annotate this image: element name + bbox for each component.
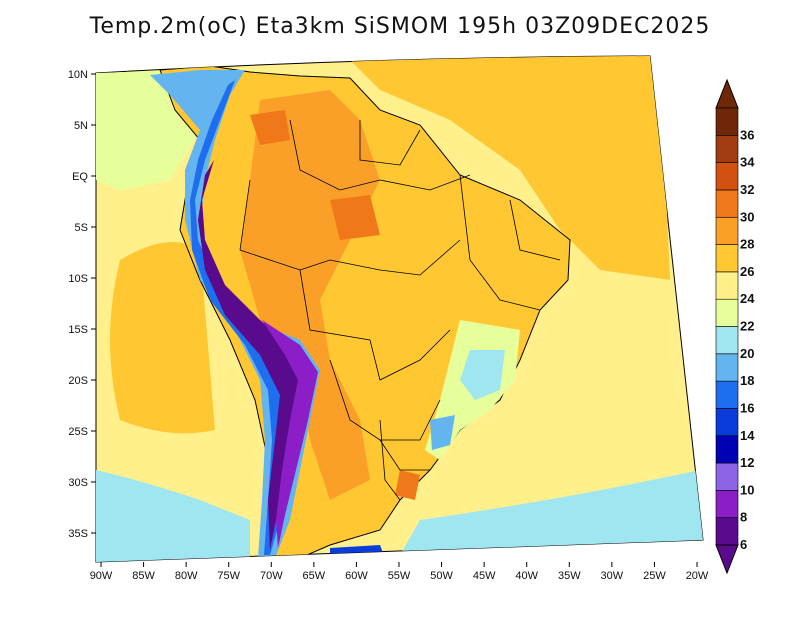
colorbar-segment: [715, 271, 739, 300]
lon-tick-label: 20W: [686, 570, 709, 582]
country-borders: [239, 119, 561, 501]
colorbar-label: 30: [740, 209, 754, 224]
lat-tick-label: 25S: [68, 426, 88, 438]
colorbar-arrow-top: [715, 78, 739, 109]
lon-tick-label: 65W: [303, 570, 326, 582]
lon-tick-label: 30W: [601, 570, 624, 582]
lat-tick-label: 35S: [68, 528, 88, 540]
colorbar-label: 36: [740, 127, 754, 142]
lat-tick-label: 30S: [68, 477, 88, 489]
lon-tick-label: 40W: [515, 570, 538, 582]
colorbar-label: 28: [740, 237, 754, 252]
lat-tick-label: 10S: [68, 273, 88, 285]
lon-tick-label: 90W: [90, 570, 113, 582]
colorbar-label: 32: [740, 182, 754, 197]
colorbar-label: 12: [740, 455, 754, 470]
colorbar-label: 26: [740, 264, 754, 279]
colorbar-arrow-bottom: [715, 544, 739, 575]
colorbar-segment: [715, 435, 739, 464]
colorbar-segment: [715, 244, 739, 273]
colorbar-segment: [715, 135, 739, 163]
lon-tick-label: 60W: [345, 570, 368, 582]
colorbar-segment: [715, 298, 739, 327]
colorbar-segment: [715, 490, 739, 518]
lon-tick-label: 35W: [558, 570, 581, 582]
colorbar-label: 24: [740, 291, 755, 306]
lat-tick-label: 15S: [68, 324, 88, 336]
map-axes: 90W 85W 80W 75W 70W 65W 60W 55W 50W 45W 40W 35W 30W 2…: [68, 69, 709, 582]
colorbar-segment: [715, 462, 739, 491]
colorbar-segment: [715, 380, 739, 409]
lon-tick-label: 80W: [175, 570, 198, 582]
lat-tick-label: 5S: [75, 222, 88, 234]
colorbar-segment: [715, 107, 739, 136]
lon-tick-label: 50W: [430, 570, 453, 582]
field-warm-pacific: [110, 242, 215, 434]
colorbar-label: 20: [740, 346, 754, 361]
colorbar-label: 6: [740, 537, 747, 552]
colorbar-segment: [715, 353, 739, 382]
colorbar-segment: [715, 408, 739, 437]
colorbar-label: 10: [740, 482, 754, 497]
colorbar-label: 16: [740, 400, 754, 415]
field-cool-south-atlantic: [400, 470, 703, 555]
lon-tick-label: 85W: [132, 570, 155, 582]
colorbar-label: 22: [740, 319, 754, 334]
colorbar: 6 8 10 12 14 16 18 20 22 24 26 28 30 32 34 36: [715, 78, 755, 575]
field-warm-atlantic: [350, 56, 670, 280]
lat-tick-label: EQ: [72, 171, 88, 183]
colorbar-segment: [715, 326, 739, 355]
colorbar-segment: [715, 216, 739, 245]
colorbar-label: 18: [740, 373, 754, 388]
field-cold-southeast: [430, 415, 455, 450]
colorbar-label: 8: [740, 510, 747, 525]
colorbar-segment: [715, 189, 739, 218]
colorbar-segment: [715, 517, 739, 546]
lon-tick-label: 70W: [260, 570, 283, 582]
field-hot-interior: [240, 90, 380, 500]
lon-tick-label: 25W: [643, 570, 666, 582]
lon-tick-label: 45W: [473, 570, 496, 582]
field-cool-south-pacific: [96, 470, 250, 562]
lat-tick-label: 20S: [68, 375, 88, 387]
lon-tick-label: 75W: [217, 570, 240, 582]
colorbar-label: 14: [740, 428, 755, 443]
colorbar-segment: [715, 162, 739, 191]
colorbar-label: 34: [740, 155, 755, 170]
temperature-field: [95, 55, 704, 563]
lat-tick-label: 5N: [74, 120, 88, 132]
field-cooler-southeast: [460, 350, 505, 400]
lat-tick-label: 10N: [68, 69, 88, 81]
map-title: Temp.2m(oC) Eta3km SiSMOM 195h 03Z09DEC2…: [89, 14, 711, 39]
field-andes-coldest: [198, 160, 305, 550]
field-andes-purple: [262, 320, 318, 548]
lon-tick-label: 55W: [388, 570, 411, 582]
